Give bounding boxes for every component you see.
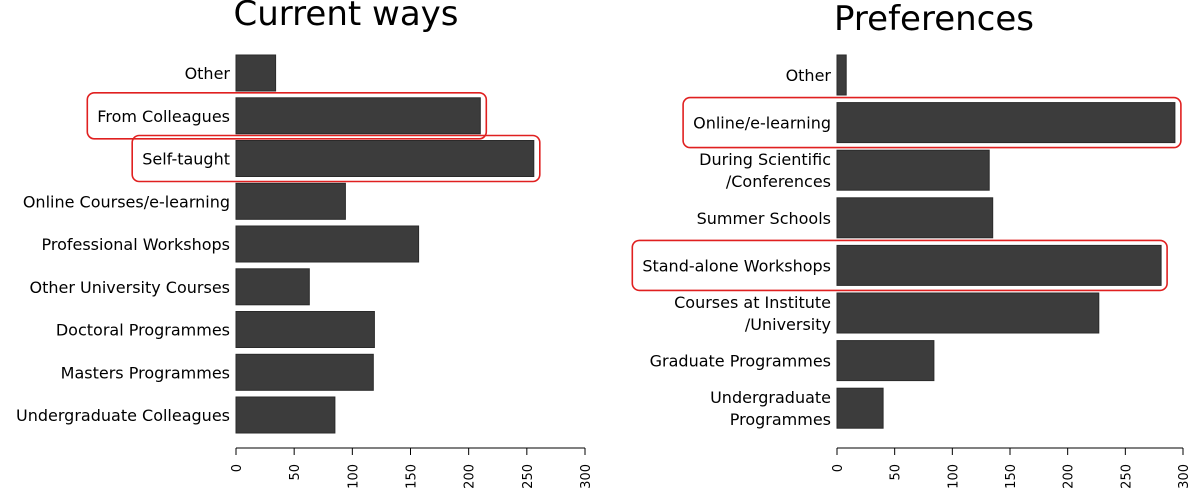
x-tick-label-100: 100 xyxy=(346,464,361,489)
highlight-box-stand-alone-workshops xyxy=(631,239,1168,292)
category-label-undergraduate-colleagues: Undergraduate Colleagues xyxy=(16,406,230,425)
bar-summer-schools xyxy=(836,197,994,239)
category-label-during-scientific-conferences: During Scientific/Conferences xyxy=(699,150,831,191)
bar-masters-programmes xyxy=(235,353,374,391)
x-tick-label-250: 250 xyxy=(1119,464,1134,489)
category-label-stand-alone-workshops: Stand-alone Workshops xyxy=(642,256,831,275)
bar-doctoral-programmes xyxy=(235,311,375,348)
x-tick-label-250: 250 xyxy=(521,464,536,489)
category-label-doctoral-programmes: Doctoral Programmes xyxy=(56,321,230,340)
category-label-line: /University xyxy=(745,315,831,334)
x-tick-label-50: 50 xyxy=(889,464,904,481)
bar-undergraduate-colleagues xyxy=(235,396,336,434)
x-tick-label-0: 0 xyxy=(831,464,846,472)
bar-courses-at-institute-university xyxy=(836,292,1100,334)
chart-title: Current ways xyxy=(234,0,459,34)
category-label-online-courses-e-learning: Online Courses/e-learning xyxy=(23,192,230,211)
x-tick-label-0: 0 xyxy=(230,464,245,472)
bar-during-scientific-conferences xyxy=(836,149,990,191)
category-label-undergraduate-programmes: Undergraduate Programmes xyxy=(710,388,831,429)
category-label-other: Other xyxy=(786,66,832,85)
bar-self-taught xyxy=(235,140,535,177)
category-label-from-colleagues: From Colleagues xyxy=(97,107,230,126)
category-label-line: Courses at Institute xyxy=(674,293,831,312)
x-tick-label-200: 200 xyxy=(463,464,478,489)
chart-current-ways: Current ways Other From Colleagues Self-tau… xyxy=(16,0,594,489)
bar-other-university-courses xyxy=(235,268,310,306)
category-label-other: Other xyxy=(185,64,231,83)
category-label-masters-programmes: Masters Programmes xyxy=(61,363,230,382)
chart-preferences: Preferences Other Online/e-learning During … xyxy=(631,0,1192,489)
highlight-box-from-colleagues xyxy=(86,92,488,140)
bar-online-e-learning xyxy=(836,102,1176,144)
highlight-box-online-e-learning xyxy=(682,96,1182,149)
bar-online-courses-e-learning xyxy=(235,182,346,220)
category-label-self-taught: Self-taught xyxy=(142,150,230,169)
category-label-summer-schools: Summer Schools xyxy=(697,209,831,228)
x-tick-label-50: 50 xyxy=(288,464,303,481)
category-label-line: Programmes xyxy=(730,410,831,429)
bar-graduate-programmes xyxy=(836,340,935,382)
x-tick-label-100: 100 xyxy=(946,464,961,489)
x-tick-label-300: 300 xyxy=(1177,464,1192,489)
chart-title: Preferences xyxy=(834,0,1034,39)
bar-stand-alone-workshops xyxy=(836,244,1162,286)
bar-professional-workshops xyxy=(235,225,420,263)
category-label-graduate-programmes: Graduate Programmes xyxy=(650,352,831,371)
bar-other xyxy=(836,54,847,96)
bar-other xyxy=(235,54,277,92)
category-label-courses-at-institute-university: Courses at Institute/University xyxy=(674,293,831,334)
x-tick-label-150: 150 xyxy=(1004,464,1019,489)
category-label-line: Undergraduate xyxy=(710,388,831,407)
x-tick-label-200: 200 xyxy=(1062,464,1077,489)
category-label-professional-workshops: Professional Workshops xyxy=(41,235,230,254)
x-tick-label-300: 300 xyxy=(579,464,594,489)
bar-from-colleagues xyxy=(235,97,481,135)
category-label-other-university-courses: Other University Courses xyxy=(29,278,230,297)
x-tick-label-150: 150 xyxy=(405,464,420,489)
highlight-box-self-taught xyxy=(131,134,541,183)
category-label-online-e-learning: Online/e-learning xyxy=(693,114,831,133)
category-label-line: During Scientific xyxy=(699,150,831,169)
bar-undergraduate-programmes xyxy=(836,387,884,429)
category-label-line: /Conferences xyxy=(726,172,831,191)
